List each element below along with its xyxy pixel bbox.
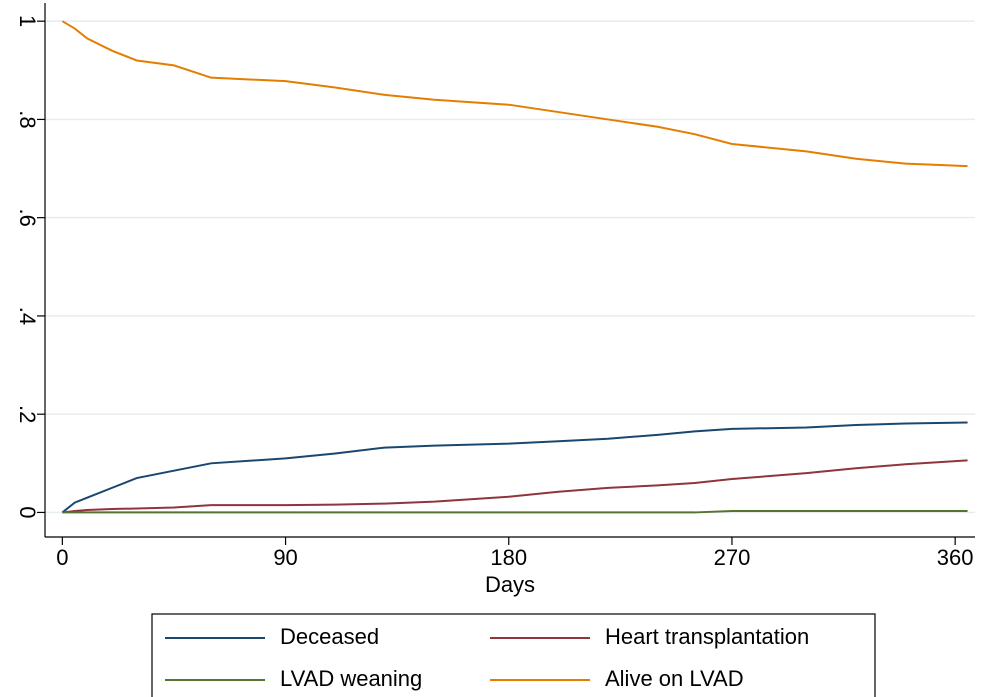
legend-label: Alive on LVAD (605, 666, 744, 691)
x-axis-label: Days (485, 572, 535, 597)
x-tick-label: 270 (714, 545, 751, 570)
y-tick-label: 0 (15, 506, 40, 518)
series-line (61, 421, 968, 514)
y-tick-label: .8 (15, 110, 40, 128)
legend-label: LVAD weaning (280, 666, 422, 691)
y-tick-label: .6 (15, 209, 40, 227)
legend-label: Deceased (280, 624, 379, 649)
x-tick-label: 180 (490, 545, 527, 570)
series-line (61, 20, 968, 168)
x-tick-label: 0 (56, 545, 68, 570)
x-tick-label: 360 (937, 545, 974, 570)
series-line (62, 459, 968, 514)
y-tick-label: 1 (15, 15, 40, 27)
series-line (62, 509, 968, 514)
x-tick-label: 90 (273, 545, 297, 570)
y-tick-label: .2 (15, 405, 40, 423)
legend-box (151, 613, 876, 697)
legend-label: Heart transplantation (605, 624, 809, 649)
y-tick-label: .4 (15, 307, 40, 325)
